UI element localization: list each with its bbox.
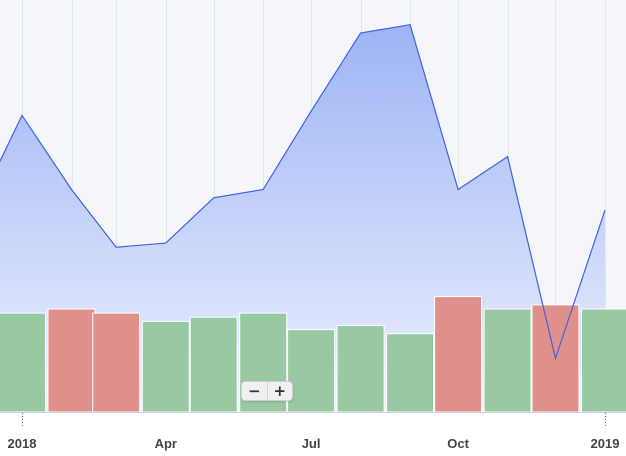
zoom-out-button[interactable]: −	[247, 381, 261, 400]
bar	[483, 308, 532, 412]
tick-label: Jul	[302, 436, 321, 451]
zoom-controls: − +	[241, 381, 293, 401]
tick-label: Oct	[447, 436, 469, 451]
bar	[47, 308, 96, 412]
zoom-in-button[interactable]: +	[266, 382, 293, 400]
bar	[92, 312, 141, 412]
tick-label: Apr	[155, 436, 177, 451]
bar	[141, 320, 190, 412]
tick-label: 2018	[8, 436, 37, 451]
bar	[581, 308, 626, 412]
line-series	[0, 24, 606, 361]
bar	[336, 325, 385, 412]
x-axis: 2018 Apr Jul Oct 2019	[8, 413, 620, 451]
tick-label: 2019	[591, 436, 620, 451]
bar	[189, 316, 238, 412]
bar	[0, 312, 46, 412]
bar	[287, 329, 336, 412]
bar	[386, 333, 435, 412]
line-path	[0, 24, 606, 361]
bar	[434, 296, 483, 412]
